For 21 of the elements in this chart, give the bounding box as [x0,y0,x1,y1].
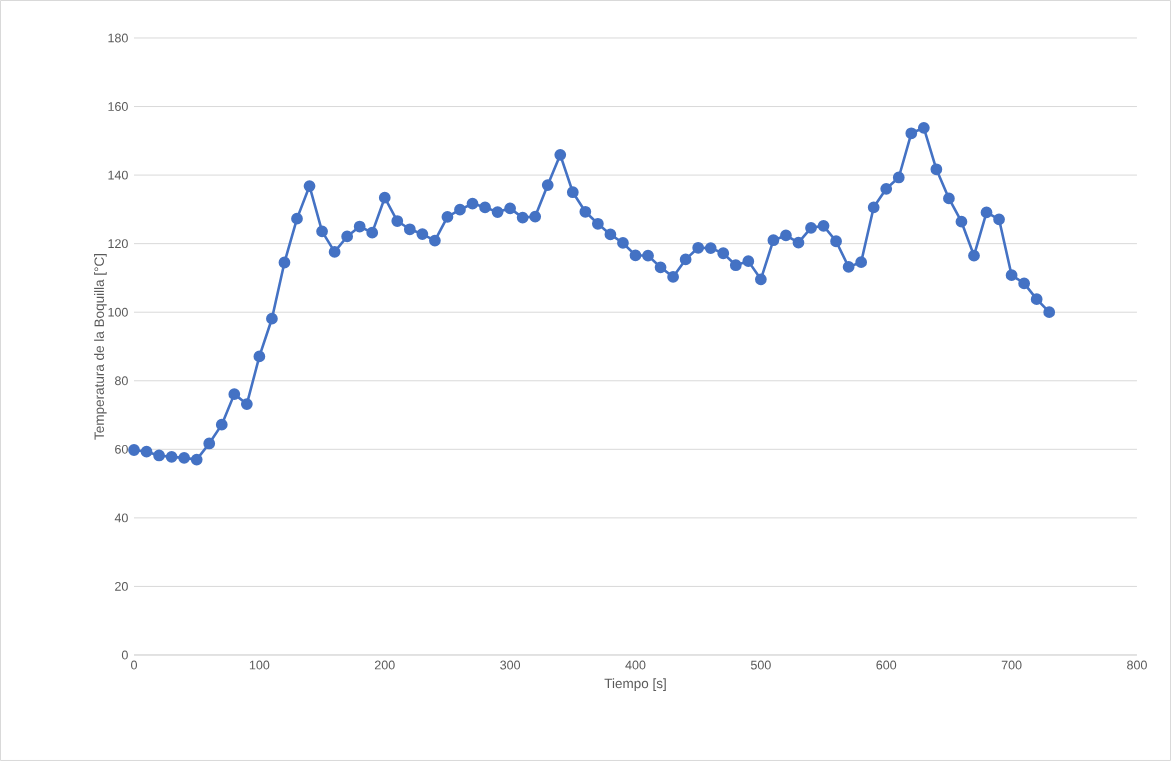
x-tick-label: 700 [1001,660,1022,670]
y-tick-label: 60 [115,444,128,454]
y-tick-label: 100 [108,307,128,317]
x-tick-label: 500 [750,660,771,670]
x-tick-label: 200 [374,660,395,670]
x-axis-title: Tiempo [s] [604,678,666,691]
y-tick-label: 120 [108,239,128,249]
x-tick-label: 300 [500,660,521,670]
y-axis-title: Temperatura de la Boquilla [°C] [94,253,107,440]
x-tick-label: 600 [876,660,897,670]
y-tick-label: 0 [121,650,128,660]
x-tick-label: 400 [625,660,646,670]
y-tick-label: 40 [114,513,128,523]
y-tick-label: 20 [115,582,128,591]
y-tick-label: 140 [108,170,128,180]
x-tick-label: 0 [131,660,137,670]
x-tick-label: 800 [1127,660,1147,670]
x-tick-label: 100 [249,660,270,670]
y-tick-label: 160 [108,102,128,111]
y-tick-label: 180 [108,33,128,43]
y-tick-label: 80 [115,376,128,386]
